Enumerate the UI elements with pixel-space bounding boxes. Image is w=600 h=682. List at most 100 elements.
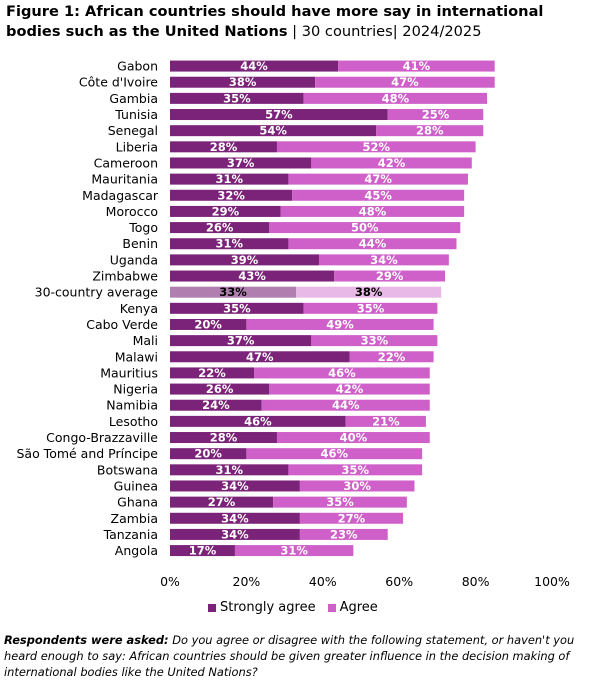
data-label-agree: 48% [359, 204, 387, 218]
data-label-strongly-agree: 31% [215, 237, 243, 251]
bar-strongly-agree [170, 60, 339, 72]
bar-strongly-agree [170, 399, 262, 411]
bar-agree [296, 286, 442, 298]
category-label: Zambia [111, 511, 158, 526]
data-label-strongly-agree: 28% [210, 140, 238, 154]
category-label: 30-country average [35, 285, 159, 300]
bar-agree [303, 302, 438, 314]
bar-agree [288, 173, 468, 185]
data-label-agree: 40% [340, 431, 368, 445]
data-label-strongly-agree: 57% [265, 108, 293, 122]
data-label-agree: 23% [330, 527, 358, 541]
bar-strongly-agree [170, 351, 350, 363]
data-label-agree: 29% [376, 269, 404, 283]
bar-strongly-agree [170, 109, 388, 121]
x-tick-label: 0% [160, 574, 180, 589]
category-label: Tunisia [114, 107, 158, 122]
bar-agree [269, 383, 430, 395]
bar-agree [273, 496, 407, 508]
data-label-strongly-agree: 32% [217, 188, 245, 202]
data-label-strongly-agree: 26% [206, 382, 234, 396]
data-label-agree: 21% [372, 414, 400, 428]
data-label-agree: 42% [378, 156, 406, 170]
data-label-agree: 45% [364, 188, 392, 202]
data-label-agree: 34% [370, 253, 398, 267]
bar-agree [288, 464, 423, 476]
bar-agree [334, 270, 446, 282]
category-label: Mauritius [100, 365, 158, 380]
footnote: Respondents were asked: Do you agree or … [4, 632, 598, 680]
bar-agree [299, 512, 404, 524]
bar-agree [261, 399, 430, 411]
bar-strongly-agree [170, 254, 319, 266]
data-label-strongly-agree: 34% [221, 479, 249, 493]
data-label-agree: 47% [391, 75, 419, 89]
category-label: Nigeria [113, 382, 158, 397]
bar-agree [303, 92, 488, 104]
category-label: Mauritania [91, 172, 158, 187]
data-label-strongly-agree: 22% [198, 366, 226, 380]
bar-agree [311, 157, 472, 169]
bar-strongly-agree [170, 286, 297, 298]
bar-strongly-agree [170, 496, 274, 508]
category-label: Senegal [108, 123, 158, 138]
data-label-strongly-agree: 43% [238, 269, 266, 283]
data-label-strongly-agree: 34% [221, 527, 249, 541]
bar-agree [345, 415, 426, 427]
data-label-agree: 25% [422, 108, 450, 122]
category-label: Liberia [116, 139, 158, 154]
bar-strongly-agree [170, 189, 293, 201]
data-label-agree: 41% [403, 59, 431, 73]
data-label-agree: 46% [328, 366, 356, 380]
data-label-agree: 35% [326, 495, 354, 509]
chart-title: Figure 1: African countries should have … [6, 2, 596, 42]
stacked-bar-chart: Gabon 44% 41%Côte d'Ivoire 38% 47%Gambia 35% 4… [16, 59, 570, 589]
category-label: Tanzania [103, 527, 158, 542]
category-label: São Tomé and Príncipe [16, 446, 158, 461]
data-label-strongly-agree: 38% [229, 75, 257, 89]
bar-agree [288, 238, 457, 250]
bar-agree [269, 222, 461, 234]
category-label: Malawi [115, 349, 158, 364]
data-label-strongly-agree: 20% [194, 317, 222, 331]
bar-agree [338, 60, 495, 72]
data-label-strongly-agree: 37% [227, 334, 255, 348]
data-label-agree: 33% [361, 334, 389, 348]
category-label: Madagascar [82, 188, 159, 203]
bar-strongly-agree [170, 415, 346, 427]
bar-strongly-agree [170, 92, 304, 104]
data-label-agree: 27% [338, 511, 366, 525]
bar-agree [311, 335, 438, 347]
x-tick-label: 80% [462, 574, 490, 589]
category-label: Morocco [106, 204, 158, 219]
category-label: Gabon [117, 59, 158, 74]
category-label: Mali [133, 333, 158, 348]
category-label: Benin [122, 236, 158, 251]
data-label-strongly-agree: 24% [202, 398, 230, 412]
bar-agree [315, 76, 495, 88]
data-label-agree: 44% [359, 237, 387, 251]
data-label-strongly-agree: 39% [231, 253, 259, 267]
bar-agree [299, 480, 415, 492]
data-label-strongly-agree: 28% [210, 431, 238, 445]
data-label-strongly-agree: 17% [189, 544, 217, 558]
legend-swatch-agree [327, 603, 336, 612]
legend-swatch-strongly-agree [208, 603, 216, 612]
bar-agree [246, 448, 423, 460]
category-label: Kenya [120, 301, 158, 316]
bar-agree [234, 545, 354, 557]
bar-strongly-agree [170, 464, 289, 476]
legend-item-strongly-agree: Strongly agree [208, 600, 316, 615]
bar-agree [246, 318, 434, 330]
data-label-agree: 35% [357, 301, 385, 315]
chart-legend: Strongly agree Agree [208, 600, 378, 615]
bar-strongly-agree [170, 335, 312, 347]
category-label: Lesotho [109, 414, 158, 429]
bar-strongly-agree [170, 238, 289, 250]
bar-strongly-agree [170, 125, 377, 137]
category-label: Côte d'Ivoire [79, 75, 158, 90]
bar-strongly-agree [170, 480, 300, 492]
bar-strongly-agree [170, 205, 281, 217]
data-label-agree: 22% [378, 350, 406, 364]
category-label: Cabo Verde [86, 317, 158, 332]
